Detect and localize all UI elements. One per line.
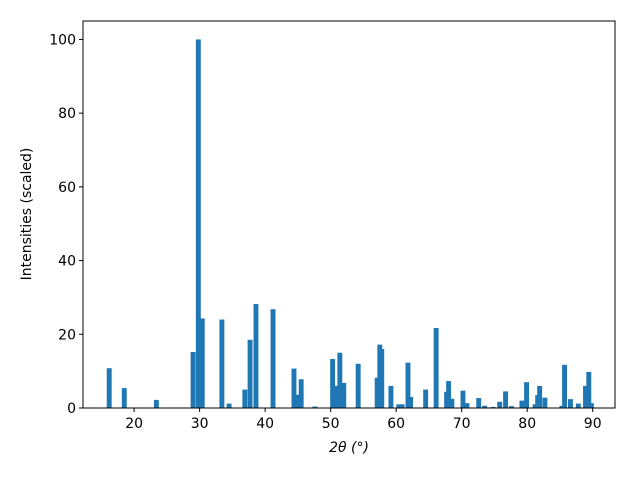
- bar: [423, 389, 429, 408]
- bar: [341, 382, 347, 408]
- x-tick-label: 20: [125, 416, 143, 432]
- y-tick-label: 100: [49, 32, 76, 48]
- bar: [575, 403, 581, 408]
- x-tick-label: 80: [518, 416, 536, 432]
- bar: [334, 385, 340, 408]
- bar: [567, 399, 573, 408]
- y-tick-label: 0: [67, 401, 76, 417]
- y-tick-label: 20: [58, 327, 76, 343]
- bar: [242, 389, 248, 408]
- bar: [219, 319, 225, 408]
- bar: [291, 368, 297, 408]
- x-tick-label: 40: [256, 416, 274, 432]
- bar: [588, 403, 594, 408]
- bar: [199, 318, 205, 408]
- bar: [294, 394, 300, 408]
- x-axis-label: 2θ (°): [329, 440, 369, 456]
- bar: [312, 406, 318, 408]
- bar: [497, 401, 503, 408]
- bar: [524, 382, 530, 408]
- y-tick-label: 80: [58, 106, 76, 122]
- x-tick-label: 60: [387, 416, 405, 432]
- bar: [583, 385, 588, 408]
- bar: [482, 405, 488, 408]
- bar: [226, 403, 232, 408]
- bar: [562, 364, 568, 408]
- bar: [559, 405, 565, 408]
- bar: [490, 406, 496, 408]
- bar: [270, 309, 276, 408]
- bar: [388, 385, 394, 408]
- x-tick-label: 50: [322, 416, 340, 432]
- bar: [405, 362, 411, 408]
- bar: [532, 404, 538, 408]
- bar: [408, 396, 414, 408]
- x-tick-label: 90: [584, 416, 602, 432]
- bar: [537, 385, 543, 408]
- bar: [121, 388, 127, 408]
- bar: [509, 406, 514, 408]
- bar: [355, 363, 361, 408]
- plot-frame: [82, 20, 616, 409]
- bar: [153, 399, 159, 408]
- bar: [446, 381, 452, 408]
- bar: [190, 351, 196, 408]
- x-tick-label: 70: [453, 416, 471, 432]
- bar: [298, 379, 304, 408]
- bar: [330, 358, 336, 408]
- bar: [542, 397, 548, 408]
- bar: [247, 339, 253, 408]
- bar: [464, 403, 470, 408]
- bar: [399, 404, 405, 408]
- bar: [374, 377, 380, 408]
- bar: [396, 404, 402, 408]
- bar: [460, 390, 466, 408]
- bar: [337, 352, 343, 408]
- bar: [449, 398, 455, 408]
- bar: [586, 371, 592, 408]
- bar: [195, 39, 201, 409]
- y-tick-label: 40: [58, 254, 76, 270]
- y-tick-label: 60: [58, 180, 76, 196]
- bar: [379, 349, 385, 408]
- bar: [503, 391, 509, 408]
- bar: [519, 400, 525, 408]
- x-tick-label: 30: [191, 416, 209, 432]
- y-axis-label: Intensities (scaled): [19, 148, 35, 281]
- bar: [253, 304, 259, 408]
- bar: [106, 368, 112, 408]
- bar: [433, 328, 439, 408]
- bar: [476, 398, 482, 408]
